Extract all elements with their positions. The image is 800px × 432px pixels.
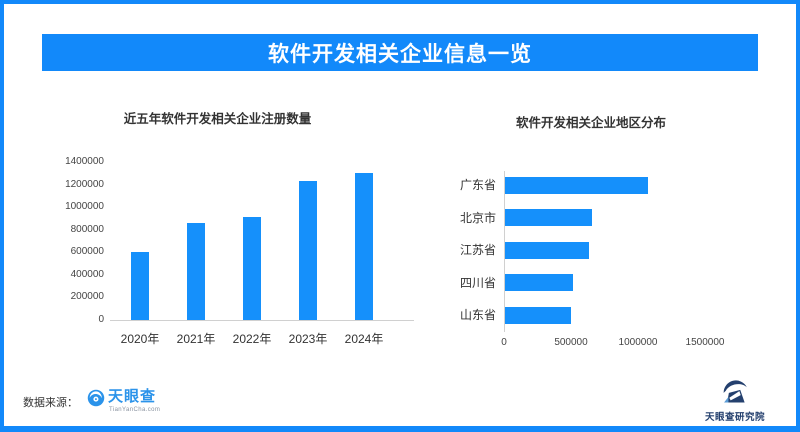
y-tick-label: 600000	[70, 246, 104, 258]
bar-2020年	[131, 252, 149, 320]
tianyancha-institute-icon	[723, 380, 747, 403]
page-title: 软件开发相关企业信息一览	[268, 42, 532, 66]
y-category-label: 北京市	[459, 210, 496, 225]
x-category-label: 2021年	[176, 332, 216, 346]
y-category-label: 广东省	[459, 178, 496, 192]
bar-2023年	[299, 180, 317, 320]
y-tick-label: 200000	[70, 291, 104, 303]
bar-山东省	[505, 306, 571, 324]
y-tick-label: 1200000	[65, 178, 104, 190]
institute-label: 天眼查研究院	[704, 412, 765, 423]
bar-北京市	[505, 209, 593, 226]
y-tick-label: 1400000	[65, 156, 104, 167]
right-chart-title: 软件开发相关企业地区分布	[515, 116, 666, 130]
x-category-label: 2023年	[288, 332, 328, 346]
x-category-label: 2020年	[120, 332, 160, 346]
y-axis-line	[504, 171, 505, 332]
x-tick-label: 1000000	[618, 337, 658, 348]
x-tick-label: 1500000	[685, 337, 725, 348]
left-chart-title: 近五年软件开发相关企业注册数量	[123, 112, 312, 126]
y-tick-label: 400000	[70, 268, 104, 280]
bar-2022年	[243, 216, 261, 320]
tianyancha-eye-icon	[87, 389, 105, 407]
y-category-label: 四川省	[459, 275, 496, 290]
x-tick-label: 0	[501, 337, 507, 348]
bar-广东省	[505, 176, 649, 194]
data-source-label: 数据来源：	[23, 397, 78, 409]
y-tick-label: 0	[98, 314, 104, 325]
y-category-label: 江苏省	[459, 243, 496, 257]
x-category-label: 2022年	[232, 332, 272, 346]
bar-江苏省	[505, 241, 590, 259]
bar-2021年	[187, 222, 205, 320]
bar-2024年	[355, 173, 373, 320]
x-category-label: 2024年	[344, 332, 384, 346]
y-category-label: 山东省	[459, 308, 496, 322]
tianyancha-domain: TianYanCha.com	[109, 407, 161, 413]
x-tick-label: 500000	[554, 337, 588, 348]
tianyancha-wordmark: 天眼查	[108, 388, 157, 405]
x-axis-line	[110, 320, 414, 321]
y-tick-label: 800000	[70, 223, 104, 235]
y-tick-label: 1000000	[65, 201, 104, 213]
title-banner: 软件开发相关企业信息一览	[42, 34, 758, 71]
bar-四川省	[505, 274, 574, 291]
bottom-border-strip	[0, 426, 800, 432]
